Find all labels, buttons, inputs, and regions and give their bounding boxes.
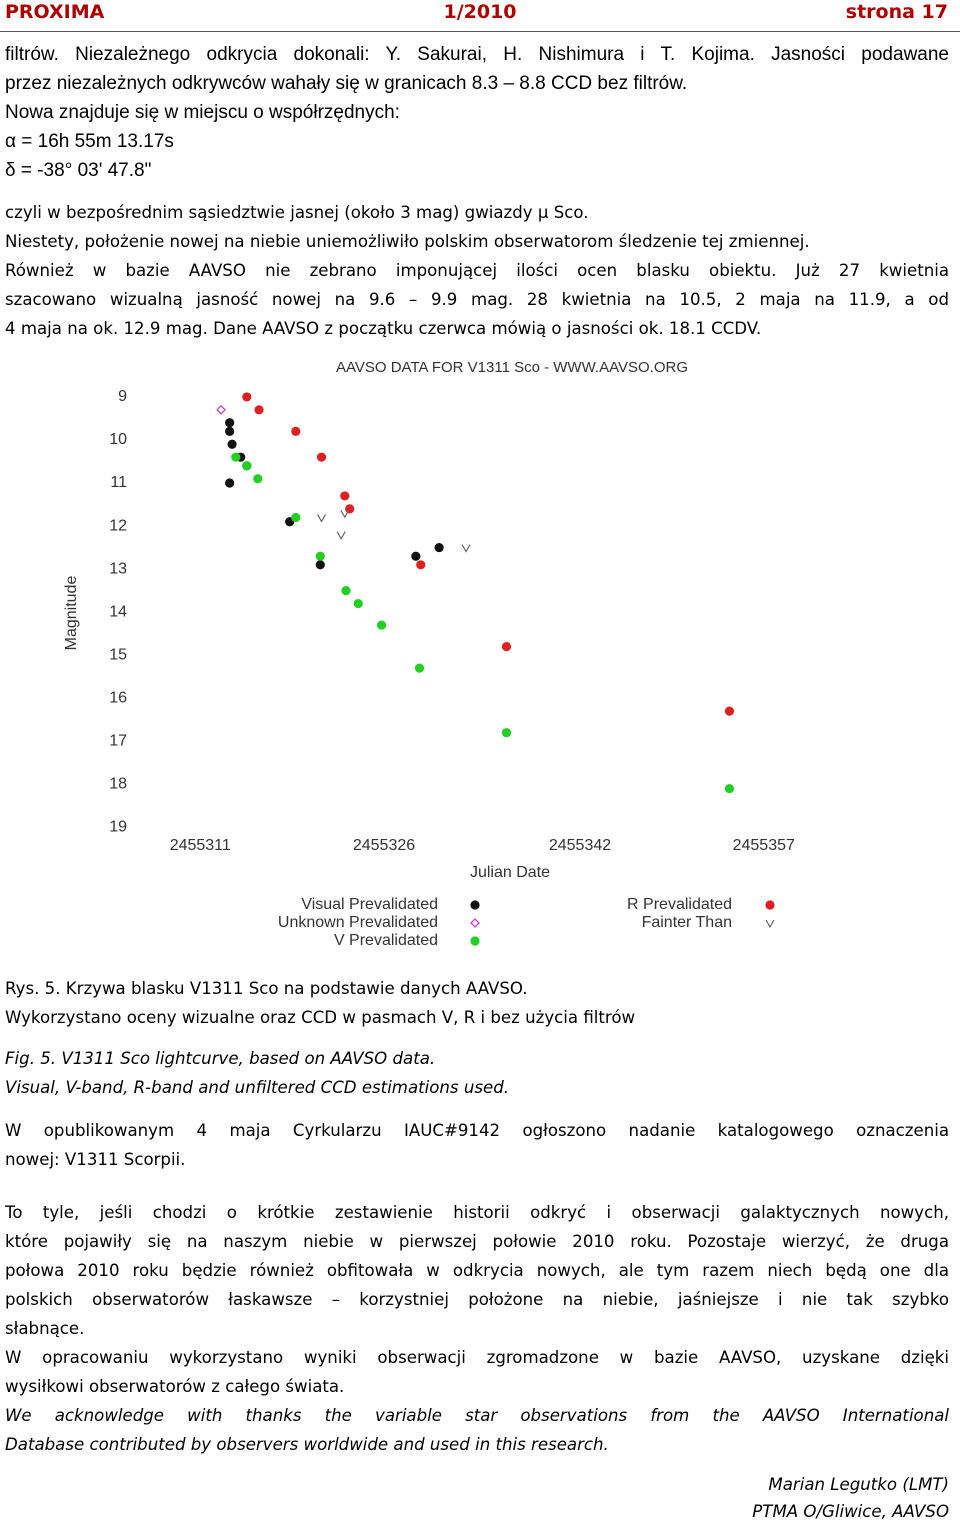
data-point — [317, 514, 327, 523]
y-tick-label: 18 — [109, 776, 127, 793]
data-point — [216, 404, 226, 415]
data-point — [315, 560, 325, 570]
y-tick-label: 11 — [110, 474, 127, 491]
y-tick-label: 13 — [109, 560, 127, 577]
body2-line: W opublikowanym 4 maja Cyrkularzu IAUC#9… — [5, 1121, 949, 1140]
data-point — [336, 531, 346, 540]
caption-pl-line: Wykorzystano oceny wizualne oraz CCD w p… — [5, 1008, 636, 1027]
data-point — [414, 663, 425, 673]
body4-line: W opracowaniu wykorzystano wyniki obserw… — [5, 1348, 949, 1367]
body1-line: szacowano wizualną jasność nowej na 9.6 … — [5, 290, 949, 309]
data-point — [416, 560, 426, 570]
data-point — [461, 544, 471, 553]
data-point — [340, 509, 350, 519]
data-point — [341, 586, 351, 596]
data-point — [345, 504, 355, 514]
y-tick-label: 16 — [109, 689, 127, 706]
y-tick-label: 12 — [109, 517, 127, 534]
acknowledgement-line: We acknowledge with thanks the variable … — [5, 1406, 949, 1425]
x-axis-label: Julian Date — [470, 864, 550, 881]
data-point — [253, 474, 263, 484]
body3-line: słabnące. — [5, 1319, 85, 1338]
data-point — [434, 542, 444, 553]
data-point — [242, 461, 252, 471]
caption-en-line: Visual, V-band, R-band and unfiltered CC… — [5, 1078, 510, 1097]
x-tick-label: 2455357 — [733, 837, 795, 854]
data-point — [254, 405, 264, 415]
data-point — [353, 598, 363, 609]
body3-line: które pojawiły się na naszym niebie w pi… — [5, 1232, 949, 1251]
legend-marker — [765, 900, 775, 910]
y-axis-label: Magnitude — [63, 576, 80, 651]
legend-label: Visual Prevalidated — [301, 896, 438, 913]
data-point — [376, 620, 387, 630]
data-point — [724, 706, 735, 716]
data-point — [225, 418, 235, 428]
body1-line: 4 maja na ok. 12.9 mag. Dane AAVSO z poc… — [5, 319, 762, 338]
y-tick-label: 14 — [109, 603, 127, 620]
intro-line: Nowa znajduje się w miejscu o współrzędn… — [5, 102, 400, 123]
legend-label: Fainter Than — [642, 914, 732, 931]
y-tick-label: 19 — [109, 819, 127, 836]
body1-line: Niestety, położenie nowej na niebie unie… — [5, 232, 810, 251]
legend-marker — [470, 936, 480, 946]
header-page: strona 17 — [845, 1, 948, 23]
data-point — [231, 452, 241, 462]
data-point — [501, 641, 512, 652]
legend-marker — [470, 918, 480, 928]
data-point — [225, 478, 235, 488]
legend-label: Unknown Prevalidated — [278, 914, 438, 931]
y-tick-label: 10 — [109, 431, 127, 448]
y-tick-label: 17 — [109, 733, 127, 750]
body3-line: polskich obserwatorów łaskawsze – korzys… — [5, 1290, 949, 1309]
header-title: PROXIMA — [5, 1, 105, 23]
acknowledgement-line: Database contributed by observers worldw… — [5, 1435, 609, 1454]
legend-marker — [470, 900, 480, 910]
intro-line: δ = -38° 03' 47.8" — [5, 160, 152, 181]
data-point — [315, 551, 325, 561]
signature-line: Marian Legutko (LMT) — [768, 1475, 949, 1494]
body3-line: To tyle, jeśli chodzi o krótkie zestawie… — [5, 1203, 949, 1222]
data-point — [411, 551, 421, 561]
data-point — [501, 728, 512, 738]
data-point — [316, 452, 327, 462]
legend-marker — [765, 919, 775, 929]
chart-title: AAVSO DATA FOR V1311 Sco - WWW.AAVSO.ORG — [336, 359, 688, 376]
x-tick-label: 2455311 — [170, 837, 231, 854]
body1-line: czyli w bezpośrednim sąsiedztwie jasnej … — [5, 203, 589, 222]
intro-line: przez niezależnych odkrywców wahały się … — [5, 73, 688, 94]
data-point — [225, 426, 235, 436]
x-tick-label: 2455342 — [549, 837, 611, 854]
intro-line: filtrów. Niezależnego odkrycia dokonali:… — [5, 44, 949, 65]
body3-line: połowa 2010 roku będzie również obfitowa… — [5, 1261, 949, 1280]
x-tick-label: 2455326 — [353, 837, 415, 854]
chart: AAVSO DATA FOR V1311 Sco - WWW.AAVSO.ORG… — [63, 359, 795, 949]
data-point — [724, 784, 735, 794]
data-point — [242, 392, 252, 402]
data-point — [291, 512, 301, 523]
y-tick-label: 9 — [118, 388, 127, 405]
body2-line: nowej: V1311 Scorpii. — [5, 1150, 186, 1169]
header-issue: 1/2010 — [443, 1, 517, 23]
signature-line: PTMA O/Gliwice, AAVSO — [752, 1502, 949, 1521]
data-point — [227, 439, 237, 449]
legend-label: R Prevalidated — [627, 896, 732, 913]
data-point — [291, 426, 301, 436]
intro-line: α = 16h 55m 13.17s — [5, 131, 174, 152]
header-rule — [0, 31, 960, 32]
data-point — [340, 491, 350, 501]
legend-label: V Prevalidated — [334, 932, 438, 949]
caption-en-line: Fig. 5. V1311 Sco lightcurve, based on A… — [5, 1049, 436, 1068]
body1-line: Również w bazie AAVSO nie zebrano imponu… — [5, 261, 949, 280]
y-tick-label: 15 — [109, 646, 127, 663]
caption-pl-line: Rys. 5. Krzywa blasku V1311 Sco na podst… — [5, 979, 528, 998]
body4-line: wysiłkowi obserwatorów z całego świata. — [5, 1377, 345, 1396]
